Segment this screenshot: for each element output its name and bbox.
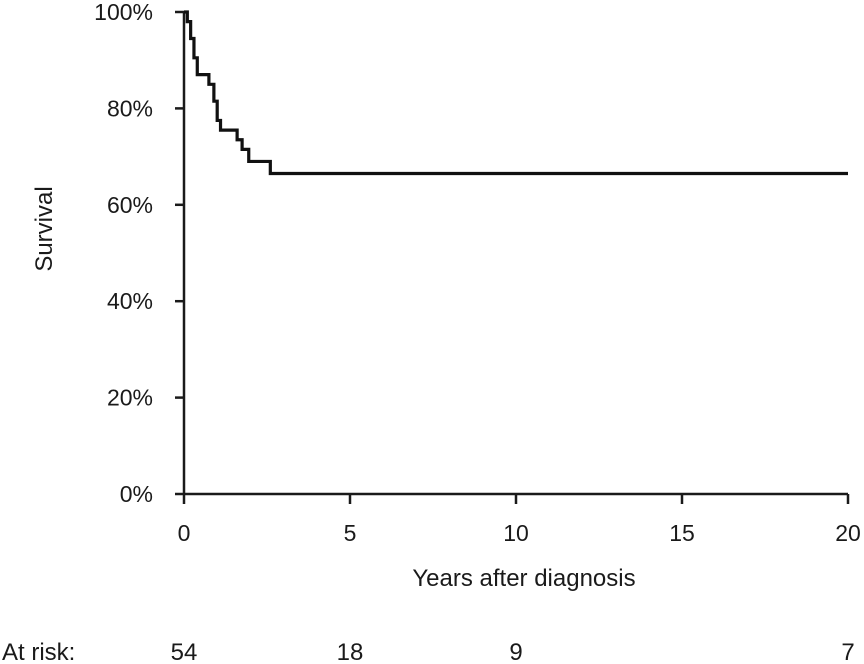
y-tick-label: 80% bbox=[107, 95, 153, 121]
y-tick-label: 100% bbox=[94, 0, 153, 25]
x-tick-label: 20 bbox=[835, 520, 861, 546]
at-risk-label: At risk: bbox=[2, 639, 75, 664]
x-tick-label: 5 bbox=[344, 520, 357, 546]
y-tick-label: 40% bbox=[107, 288, 153, 314]
series-layer bbox=[184, 10, 848, 176]
at-risk-value: 54 bbox=[171, 639, 198, 664]
at-risk-value: 7 bbox=[841, 639, 854, 664]
at-risk-value: 9 bbox=[509, 639, 522, 664]
x-axis-title: Years after diagnosis bbox=[412, 565, 635, 592]
y-tick-label: 60% bbox=[107, 192, 153, 218]
x-axis-ticks: 0 5 10 15 20 bbox=[178, 494, 861, 546]
x-tick-label: 10 bbox=[503, 520, 529, 546]
x-tick-label: 15 bbox=[669, 520, 695, 546]
y-tick-label: 20% bbox=[107, 385, 153, 411]
x-tick-label: 0 bbox=[178, 520, 191, 546]
y-axis-ticks: 0% 20% 40% 60% 80% 100% bbox=[94, 0, 184, 507]
at-risk-value: 18 bbox=[337, 639, 364, 664]
at-risk-values: 54 18 9 7 bbox=[171, 639, 855, 664]
survival-curve bbox=[184, 10, 848, 176]
y-axis-title: Survival bbox=[31, 186, 58, 271]
y-tick-label: 0% bbox=[120, 481, 153, 507]
